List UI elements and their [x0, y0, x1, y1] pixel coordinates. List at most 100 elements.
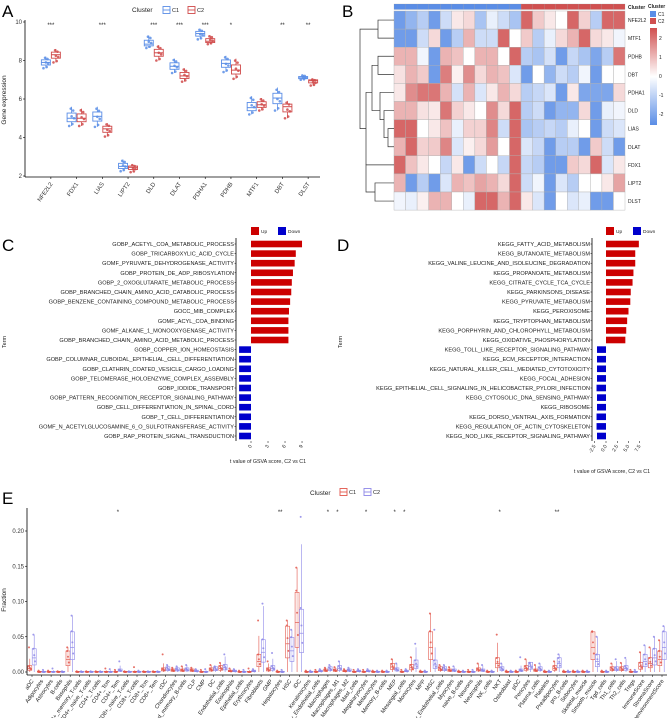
data-point	[147, 40, 151, 44]
data-point	[490, 671, 493, 673]
data-point	[538, 666, 541, 669]
heatmap-cell	[428, 101, 441, 120]
data-point	[107, 124, 111, 128]
heatmap-cell	[578, 101, 591, 120]
dendrogram-branch	[387, 128, 394, 148]
y-tick-label: 0.10	[12, 600, 24, 606]
data-point	[625, 668, 628, 671]
data-point	[500, 666, 503, 669]
heatmap-cell	[405, 65, 418, 84]
heatmap-cell	[474, 173, 487, 193]
data-point	[161, 667, 164, 670]
data-point	[591, 630, 594, 633]
panel-label-a: A	[2, 2, 14, 21]
data-point	[232, 669, 235, 672]
data-point	[476, 667, 479, 670]
panel-e-immune-boxplot: Cluster C1 C2 0.00 0.05 0.10 0.15 0.20 Fraction a…	[1, 488, 667, 718]
data-point	[184, 79, 187, 82]
heatmap-cell	[532, 191, 545, 211]
data-point	[313, 78, 317, 82]
data-point	[430, 652, 433, 655]
data-point	[629, 671, 632, 673]
data-point	[132, 170, 136, 173]
data-point	[328, 666, 331, 669]
y-tick-label: 2	[19, 174, 23, 180]
heatmap-cell	[428, 83, 441, 102]
data-point	[404, 668, 407, 671]
data-point	[428, 612, 431, 615]
data-point	[533, 663, 536, 666]
term-label: GOMF_PYRUVATE_DEHYDROGENASE_ACTIVITY	[102, 261, 234, 267]
color-scale-tick: 2	[659, 36, 662, 42]
color-scale-tick: 1	[659, 55, 662, 61]
heatmap-cell	[578, 28, 591, 48]
box-c1	[590, 631, 596, 660]
legend-label: C1	[349, 490, 356, 496]
x-tick-label: 6	[281, 444, 288, 450]
heatmap-cell	[509, 28, 522, 48]
bar-down	[239, 365, 251, 373]
data-point	[276, 671, 279, 673]
data-point	[400, 668, 403, 671]
data-point	[166, 663, 169, 666]
heatmap-cell	[428, 47, 441, 66]
data-point	[105, 123, 108, 126]
heatmap-cell	[509, 101, 522, 120]
data-point	[638, 661, 641, 664]
data-point	[196, 38, 200, 41]
dendrogram-branch	[377, 19, 394, 39]
row-label: NFE2L2	[628, 18, 647, 24]
data-point	[261, 602, 264, 605]
row-label: DLAT	[628, 145, 640, 151]
legend-label-down: Down	[643, 229, 656, 235]
x-tick-label: 7.5	[634, 444, 643, 453]
bar-down	[239, 384, 251, 392]
heatmap-cell	[613, 173, 626, 193]
data-point	[66, 655, 69, 658]
data-point	[28, 665, 30, 668]
heatmap-cell	[532, 173, 545, 193]
legend-label: C1	[658, 12, 665, 18]
heatmap-cell	[567, 191, 580, 211]
data-point	[156, 45, 160, 48]
heatmap-cell	[393, 137, 406, 156]
data-point	[271, 651, 274, 654]
heatmap-cell	[416, 191, 429, 211]
heatmap-cell	[532, 101, 545, 120]
heatmap-cell	[405, 119, 418, 138]
x-tick-label: NFE2L2	[37, 181, 55, 203]
term-label: GOBP_BRANCHED_CHAIN_AMINO_ACID_METABOLIC…	[59, 338, 234, 344]
data-point	[415, 665, 418, 668]
term-label: KEGG_PROPANOATE_METABOLISM	[493, 271, 590, 277]
data-point	[654, 660, 657, 663]
heatmap-cell	[590, 47, 603, 66]
data-point	[213, 666, 216, 669]
heatmap-cell	[463, 83, 476, 102]
heatmap-cell	[474, 119, 487, 138]
data-point	[562, 671, 565, 673]
term-label: KEGG_REGULATION_OF_ACTIN_CYTOSKELETON	[456, 424, 590, 430]
box-c2	[282, 103, 293, 113]
data-point	[414, 642, 417, 645]
data-point	[56, 55, 60, 59]
data-point	[184, 69, 188, 73]
data-point	[557, 653, 560, 656]
data-point	[452, 665, 455, 668]
data-point	[533, 668, 536, 671]
significance-mark: ***	[176, 23, 184, 29]
box-c2	[31, 648, 37, 666]
data-point	[198, 32, 202, 36]
data-point	[328, 663, 331, 666]
term-label: GOMF_ALKANE_1_MONOOXYGENASE_ACTIVITY	[102, 328, 234, 334]
data-point	[650, 664, 653, 667]
term-label: GOBP_CELL_DIFFERENTIATION_IN_SPINAL_CORD	[97, 405, 234, 411]
x-tick-label: pDC	[511, 679, 522, 692]
data-point	[209, 667, 212, 670]
heatmap-cell	[451, 119, 464, 138]
heatmap-cell	[613, 28, 626, 48]
significance-mark: **	[278, 510, 283, 516]
data-point	[376, 671, 379, 673]
bar-down	[596, 423, 606, 430]
heatmap-cell	[463, 173, 476, 193]
heatmap-cell	[543, 191, 556, 211]
